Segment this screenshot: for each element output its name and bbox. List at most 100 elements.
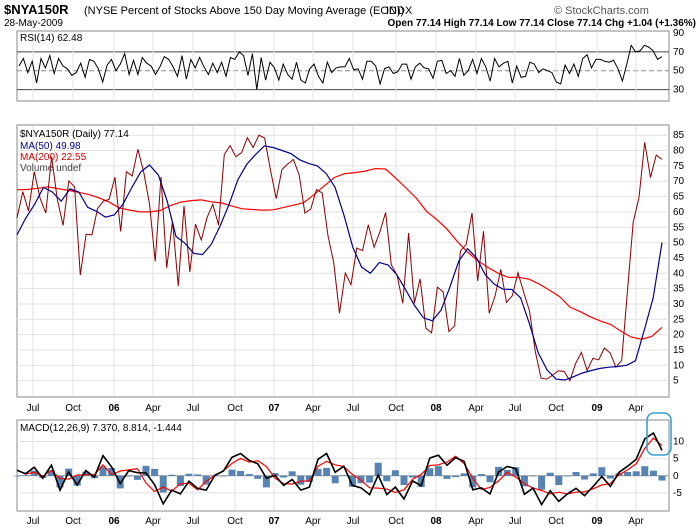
macd-x-axis: Jul Oct 06 Apr Jul Oct 07 Apr Jul Oct 08 Apr Jul Oct 0… <box>27 516 645 527</box>
macd-signal-line <box>16 437 663 495</box>
macd-histogram-bar <box>477 474 485 476</box>
macd-y-tick-label: 5 <box>673 454 679 465</box>
macd-histogram-bar <box>443 475 451 479</box>
rsi-gridlines <box>17 32 669 100</box>
rsi-y-tick-label: 70 <box>673 47 685 58</box>
macd-histogram-bar <box>99 466 107 476</box>
rsi-y-tick-label: 30 <box>673 85 685 96</box>
price-y-tick-label: 45 <box>673 253 685 264</box>
chart-date: 28-May-2009 <box>4 18 63 29</box>
macd-histogram-bar <box>546 472 554 476</box>
price-legend-ma200: MA(200) 22.55 <box>20 152 87 163</box>
macd-histogram-bar <box>348 475 356 487</box>
macd-histogram-bar <box>237 470 245 476</box>
macd-histogram-bar <box>598 467 606 476</box>
price-y-tick-label: 25 <box>673 314 685 325</box>
price-legend-main: $NYA150R (Daily) 77.14 <box>20 129 129 140</box>
price-y-tick-label: 20 <box>673 330 685 341</box>
rsi-legend: RSI(14) 62.48 <box>20 33 83 44</box>
price-x-tick-label: 06 <box>108 403 120 414</box>
price-y-tick-label: 30 <box>673 299 685 310</box>
ma200-line <box>16 167 663 340</box>
price-x-tick-label: Jul <box>509 403 522 414</box>
macd-histogram-bar <box>73 475 81 486</box>
macd-line <box>16 431 663 507</box>
macd-histogram-bar <box>22 475 30 477</box>
macd-x-tick-label: Apr <box>305 516 321 527</box>
macd-histogram-bar <box>486 475 494 483</box>
macd-histogram-bar <box>125 475 133 477</box>
price-line <box>16 134 663 382</box>
price-panel: 5 10 15 20 25 30 35 40 45 50 55 60 65 70 75 80 85 $NYA15… <box>16 124 685 398</box>
macd-histogram-bar <box>305 475 313 482</box>
macd-x-tick-label: 09 <box>591 516 603 527</box>
price-x-axis: Jul Oct 06 Apr Jul Oct 07 Apr Jul Oct 08 Apr Jul Oct 0… <box>27 403 645 414</box>
macd-histogram-bar <box>176 475 184 487</box>
macd-histogram-bar <box>417 475 425 488</box>
macd-histogram-bar <box>219 475 227 477</box>
macd-x-tick-label: 08 <box>430 516 442 527</box>
macd-histogram-bar <box>340 475 348 477</box>
stockcharts-watermark: © StockCharts.com <box>554 5 649 17</box>
price-legend-volume: Volume undef <box>20 163 81 174</box>
price-x-tick-label: 09 <box>591 403 603 414</box>
macd-histogram-bar <box>56 475 64 488</box>
price-y-tick-label: 60 <box>673 207 685 218</box>
macd-histogram-bar <box>47 470 55 476</box>
price-y-tick-label: 85 <box>673 130 685 141</box>
price-legend-ma50: MA(50) 49.98 <box>20 141 81 152</box>
macd-x-tick-label: Jul <box>347 516 360 527</box>
highlight-circle <box>646 412 672 456</box>
macd-histogram-bar <box>288 471 296 476</box>
price-x-tick-label: Jul <box>347 403 360 414</box>
macd-legend: MACD(12,26,9) 7.370, 8.814, -1.444 <box>20 423 182 434</box>
rsi-y-tick-label: 50 <box>673 66 685 77</box>
macd-x-tick-label: Jul <box>509 516 522 527</box>
macd-histogram-bar <box>30 470 38 476</box>
macd-histogram-bar <box>383 475 391 482</box>
macd-histogram-bar <box>245 474 253 476</box>
macd-histogram-bar <box>262 475 270 488</box>
macd-histogram-bar <box>280 475 288 478</box>
price-y-tick-label: 70 <box>673 176 685 187</box>
price-x-tick-label: Apr <box>305 403 321 414</box>
price-x-tick-label: Apr <box>628 403 644 414</box>
price-y-tick-label: 35 <box>673 284 685 295</box>
macd-histogram-bar <box>434 466 442 476</box>
macd-histogram-bar <box>159 475 167 493</box>
macd-histogram-bar <box>194 474 202 476</box>
rsi-y-axis: 30 50 70 90 <box>673 28 685 96</box>
macd-x-tick-label: Jul <box>27 516 40 527</box>
price-x-tick-label: Jul <box>187 403 200 414</box>
macd-histogram-bar <box>108 467 116 476</box>
macd-histogram-bar <box>563 475 571 477</box>
macd-x-tick-label: Apr <box>145 516 161 527</box>
rsi-panel: 30 50 70 90 RSI(14) 62.48 <box>16 28 685 102</box>
macd-histogram-bar <box>649 470 657 476</box>
price-legend: $NYA150R (Daily) 77.14 MA(50) 49.98 MA(2… <box>20 129 129 174</box>
rsi-panel-frame <box>16 30 670 102</box>
price-y-tick-label: 10 <box>673 360 685 371</box>
macd-histogram-bar <box>391 470 399 476</box>
macd-x-tick-label: Oct <box>548 516 564 527</box>
price-x-tick-label: Oct <box>65 403 81 414</box>
macd-x-tick-label: 07 <box>268 516 280 527</box>
macd-histogram-bar <box>366 475 374 483</box>
macd-histogram-bar <box>323 467 331 476</box>
ma50-line <box>16 145 663 381</box>
macd-histogram-bar <box>581 475 589 480</box>
price-x-tick-label: Apr <box>468 403 484 414</box>
chart-symbol: $NYA150R <box>4 2 69 17</box>
macd-histogram-bar <box>297 475 305 485</box>
macd-histogram-bar <box>632 471 640 476</box>
price-x-tick-label: Apr <box>145 403 161 414</box>
macd-panel: -5 0 5 10 MACD(12,26,9) 7.370, 8.814, -1.44… <box>13 412 685 512</box>
macd-y-tick-label: -5 <box>673 488 682 499</box>
price-x-tick-label: Oct <box>227 403 243 414</box>
macd-histogram-bar <box>606 475 614 479</box>
ohlc-summary: Open 77.14 High 77.14 Low 77.14 Close 77… <box>388 18 696 29</box>
macd-histogram-bar <box>452 475 460 478</box>
macd-x-tick-label: Jul <box>187 516 200 527</box>
price-x-tick-label: 07 <box>268 403 280 414</box>
price-y-axis: 5 10 15 20 25 30 35 40 45 50 55 60 65 70 75 80 85 <box>673 130 685 386</box>
